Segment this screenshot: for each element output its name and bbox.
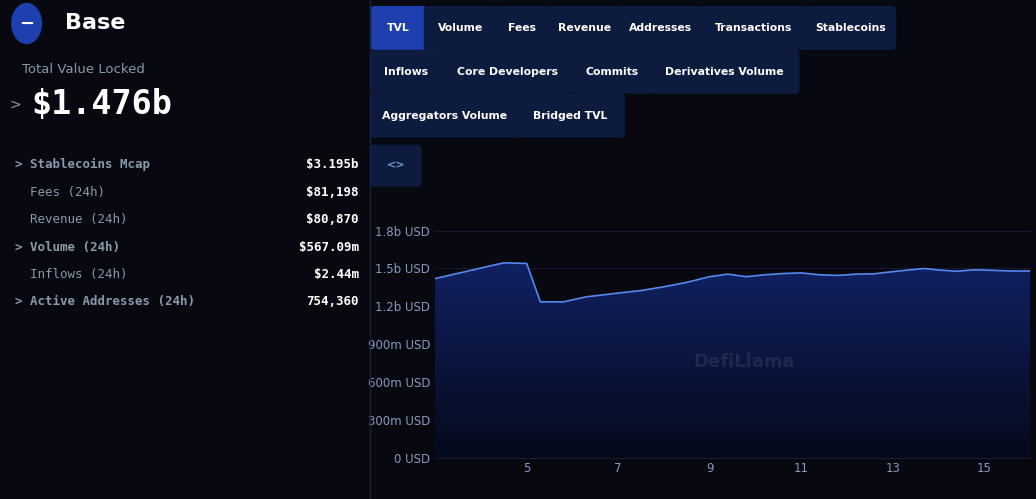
Text: <>: <> (386, 161, 405, 171)
Text: DefiLlama: DefiLlama (694, 353, 796, 371)
Text: Transactions: Transactions (715, 23, 793, 33)
Text: Stablecoins: Stablecoins (815, 23, 886, 33)
Text: $3.195b: $3.195b (307, 158, 358, 171)
Text: Derivatives Volume: Derivatives Volume (665, 67, 783, 77)
FancyBboxPatch shape (572, 50, 653, 94)
FancyBboxPatch shape (806, 6, 896, 50)
Text: Core Developers: Core Developers (457, 67, 557, 77)
Text: $567.09m: $567.09m (298, 241, 358, 253)
FancyBboxPatch shape (439, 50, 575, 94)
Text: > Volume (24h): > Volume (24h) (15, 241, 120, 253)
Text: Bridged TVL: Bridged TVL (534, 111, 607, 121)
FancyBboxPatch shape (370, 6, 427, 50)
Text: >: > (9, 98, 21, 112)
Text: Volume: Volume (438, 23, 484, 33)
Text: Fees (24h): Fees (24h) (15, 186, 105, 199)
Text: > Stablecoins Mcap: > Stablecoins Mcap (15, 158, 150, 171)
FancyBboxPatch shape (547, 6, 623, 50)
Text: Total Value Locked: Total Value Locked (22, 63, 145, 76)
Text: −: − (19, 14, 34, 32)
FancyBboxPatch shape (424, 6, 497, 50)
FancyBboxPatch shape (370, 145, 422, 187)
FancyBboxPatch shape (649, 50, 800, 94)
Text: $2.44m: $2.44m (314, 268, 358, 281)
FancyBboxPatch shape (620, 6, 701, 50)
Text: Revenue: Revenue (558, 23, 611, 33)
FancyBboxPatch shape (370, 50, 442, 94)
Text: $1.476b: $1.476b (31, 88, 172, 121)
Text: Fees: Fees (509, 23, 537, 33)
Text: $80,870: $80,870 (307, 213, 358, 226)
Text: 754,360: 754,360 (307, 295, 358, 308)
FancyBboxPatch shape (370, 94, 519, 138)
Text: TVL: TVL (387, 23, 410, 33)
FancyBboxPatch shape (516, 94, 625, 138)
FancyBboxPatch shape (698, 6, 809, 50)
Circle shape (11, 3, 41, 43)
Text: Addresses: Addresses (629, 23, 692, 33)
Text: Commits: Commits (585, 67, 638, 77)
Text: $81,198: $81,198 (307, 186, 358, 199)
FancyBboxPatch shape (494, 6, 550, 50)
Text: > Active Addresses (24h): > Active Addresses (24h) (15, 295, 195, 308)
Text: Revenue (24h): Revenue (24h) (15, 213, 127, 226)
Text: Inflows (24h): Inflows (24h) (15, 268, 127, 281)
Text: Inflows: Inflows (384, 67, 428, 77)
Text: Base: Base (64, 13, 125, 33)
Text: Aggregators Volume: Aggregators Volume (382, 111, 507, 121)
